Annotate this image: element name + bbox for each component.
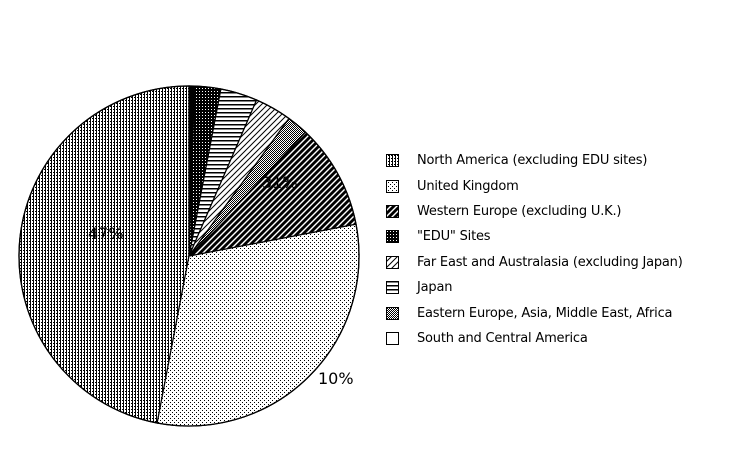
- legend-swatch-diag: [386, 255, 399, 269]
- data-label-10: 10%: [318, 369, 354, 388]
- data-label-47: 47%: [88, 224, 124, 243]
- legend-item-south-america: South and Central America: [386, 326, 683, 351]
- legend-item-edu-sites: "EDU" Sites: [386, 224, 683, 249]
- legend-item-western-europe: Western Europe (excluding U.K.): [386, 199, 683, 224]
- legend-swatch-white: [386, 331, 399, 345]
- pie-outline: [18, 85, 360, 427]
- legend-item-far-east: Far East and Australasia (excluding Japa…: [386, 250, 683, 275]
- legend-label: United Kingdom: [417, 178, 519, 194]
- legend-label: South and Central America: [417, 330, 588, 346]
- legend: North America (excluding EDU sites) Unit…: [386, 148, 683, 351]
- legend-label: Eastern Europe, Asia, Middle East, Afric…: [417, 305, 673, 321]
- legend-label: Japan: [417, 280, 453, 296]
- data-label-31: 31%: [262, 173, 298, 192]
- legend-item-japan: Japan: [386, 275, 683, 300]
- legend-swatch-dense: [386, 230, 399, 244]
- legend-label: North America (excluding EDU sites): [417, 153, 648, 169]
- legend-item-united-kingdom: United Kingdom: [386, 173, 683, 198]
- legend-swatch-hlines: [386, 281, 399, 295]
- legend-swatch-vlines: [386, 154, 399, 168]
- legend-swatch-checker: [386, 306, 399, 320]
- legend-item-eastern-europe: Eastern Europe, Asia, Middle East, Afric…: [386, 300, 683, 325]
- pie-slice-0: [18, 85, 190, 424]
- legend-label: Western Europe (excluding U.K.): [417, 203, 622, 219]
- legend-label: Far East and Australasia (excluding Japa…: [417, 254, 683, 270]
- legend-item-north-america: North America (excluding EDU sites): [386, 148, 683, 173]
- legend-label: "EDU" Sites: [417, 229, 491, 245]
- legend-swatch-darkdiag: [386, 204, 399, 218]
- legend-swatch-dots: [386, 179, 399, 193]
